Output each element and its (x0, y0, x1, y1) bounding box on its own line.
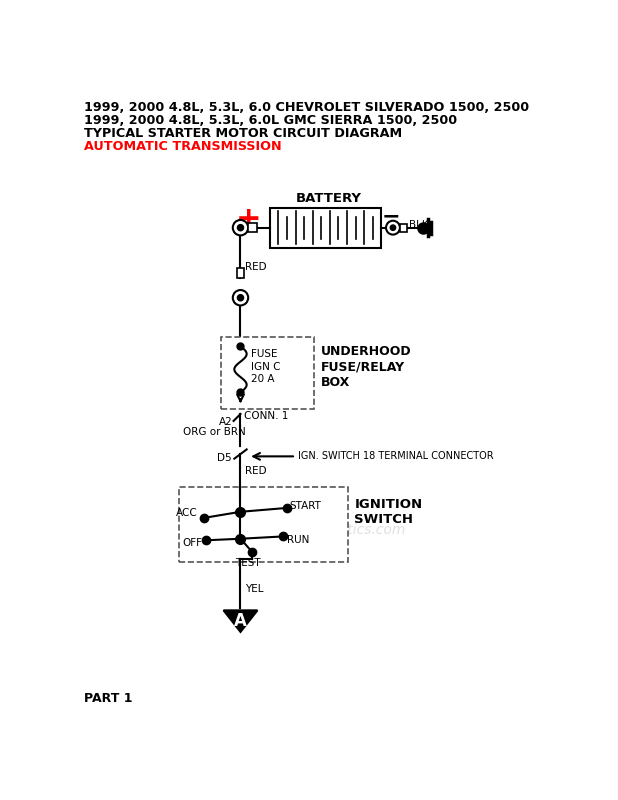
Circle shape (386, 221, 400, 234)
Text: IGN. SWITCH 18 TERMINAL CONNECTOR: IGN. SWITCH 18 TERMINAL CONNECTOR (298, 451, 494, 462)
Circle shape (237, 294, 243, 301)
Circle shape (233, 290, 248, 306)
Text: D5: D5 (218, 453, 232, 463)
Text: TEST: TEST (235, 558, 261, 568)
Circle shape (390, 225, 396, 230)
Text: A2: A2 (219, 417, 233, 426)
Text: RED: RED (245, 262, 267, 272)
Text: IGN C: IGN C (252, 362, 281, 372)
Text: TYPICAL STARTER MOTOR CIRCUIT DIAGRAM: TYPICAL STARTER MOTOR CIRCUIT DIAGRAM (84, 126, 402, 140)
Text: 1999, 2000 4.8L, 5.3L, 6.0L GMC SIERRA 1500, 2500: 1999, 2000 4.8L, 5.3L, 6.0L GMC SIERRA 1… (84, 114, 457, 126)
Text: START: START (290, 502, 321, 511)
Text: YEL: YEL (245, 584, 264, 594)
Text: A: A (234, 612, 247, 630)
Circle shape (233, 220, 248, 235)
Text: RED: RED (245, 466, 267, 476)
Text: UNDERHOOD: UNDERHOOD (321, 345, 412, 358)
Text: SWITCH: SWITCH (355, 513, 413, 526)
Text: easyautodiagnostics.com: easyautodiagnostics.com (229, 522, 405, 537)
Bar (237, 268, 244, 278)
Text: 1999, 2000 4.8L, 5.3L, 6.0 CHEVROLET SILVERADO 1500, 2500: 1999, 2000 4.8L, 5.3L, 6.0 CHEVROLET SIL… (84, 101, 529, 114)
Text: OFF: OFF (182, 538, 202, 548)
Text: FUSE: FUSE (252, 349, 277, 359)
Text: ACC: ACC (176, 508, 197, 518)
Bar (248, 223, 258, 232)
Text: BATTERY: BATTERY (296, 192, 362, 206)
Bar (269, 208, 381, 248)
Polygon shape (224, 610, 258, 632)
Text: ORG or BRN: ORG or BRN (183, 427, 245, 438)
Circle shape (237, 225, 243, 230)
Text: IGNITION: IGNITION (355, 498, 423, 510)
Text: CONN. 1: CONN. 1 (244, 410, 289, 421)
Bar (179, 487, 349, 562)
Bar (221, 337, 314, 409)
Text: 20 A: 20 A (252, 374, 275, 384)
Text: +: + (235, 205, 261, 234)
Text: RUN: RUN (287, 534, 309, 545)
Text: FUSE/RELAY: FUSE/RELAY (321, 361, 405, 374)
Text: −: − (382, 206, 400, 226)
Text: PART 1: PART 1 (84, 692, 133, 705)
Bar (400, 224, 407, 231)
Text: BOX: BOX (321, 376, 350, 389)
Text: BLK: BLK (409, 220, 429, 230)
Text: AUTOMATIC TRANSMISSION: AUTOMATIC TRANSMISSION (84, 140, 282, 153)
